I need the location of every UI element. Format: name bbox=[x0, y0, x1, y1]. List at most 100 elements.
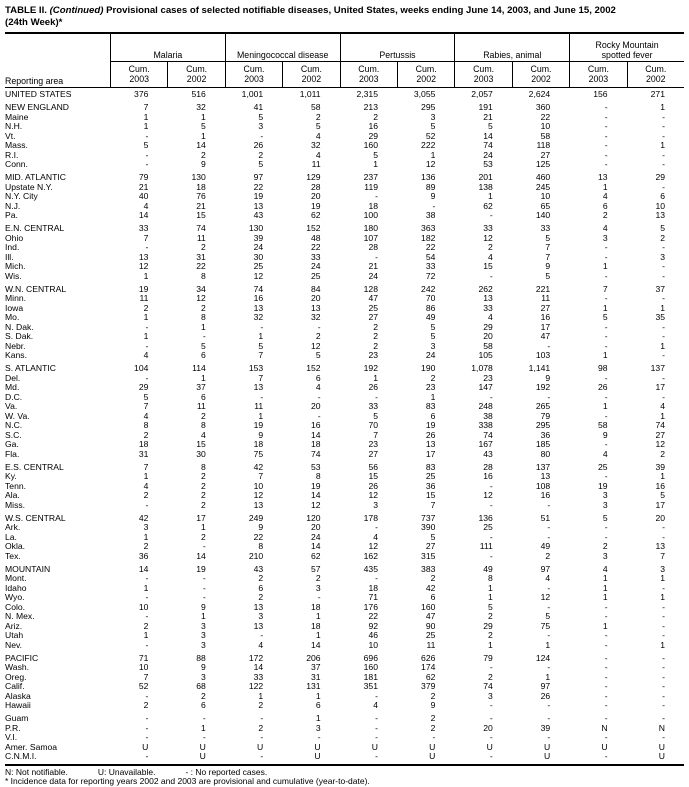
cell-value: 153 bbox=[248, 363, 264, 373]
cell-value: 1,141 bbox=[528, 363, 551, 373]
cell-value: 4 bbox=[143, 410, 149, 421]
cell-value: 14 bbox=[253, 662, 264, 672]
cell-value: 13 bbox=[253, 302, 264, 313]
cell-value: 20 bbox=[483, 331, 493, 341]
cell-value: 56 bbox=[368, 461, 378, 472]
notifiable-diseases-table: Malaria Meningococcal disease Pertussis Rab… bbox=[5, 32, 684, 766]
cell-value: 12 bbox=[425, 159, 436, 169]
cell-value: - bbox=[145, 340, 149, 351]
cell-value: - bbox=[375, 722, 378, 733]
row-label: Guam bbox=[5, 714, 29, 723]
cell-value: 262 bbox=[478, 283, 493, 294]
cell-value: 167 bbox=[478, 439, 493, 449]
cell-value: - bbox=[489, 499, 493, 510]
cell-value: 12 bbox=[138, 261, 149, 271]
cell-value: 3 bbox=[315, 582, 321, 593]
cell-value: 7 bbox=[660, 550, 665, 561]
cell-value: 17 bbox=[196, 512, 206, 523]
cell-value: - bbox=[145, 732, 149, 742]
cell-value: 22 bbox=[253, 531, 264, 542]
cell-value: - bbox=[604, 121, 608, 131]
table-row-mo: Mo. 1 8 32 32 27 49 4 16 5 35 bbox=[5, 312, 684, 323]
cell-value: - bbox=[547, 531, 551, 542]
cell-value: 18 bbox=[311, 439, 321, 449]
cell-value: 1 bbox=[315, 713, 321, 723]
cell-value: 1 bbox=[660, 639, 665, 650]
cell-value: 103 bbox=[535, 350, 551, 360]
cell-value: 516 bbox=[191, 89, 206, 99]
cell-value: 72 bbox=[425, 270, 436, 281]
cell-value: 9 bbox=[602, 429, 608, 440]
table-row-pa: Pa. 14 15 43 62 100 38 - 140 2 13 bbox=[5, 210, 684, 221]
cell-value: 6 bbox=[201, 391, 206, 402]
cell-value: 11 bbox=[311, 159, 321, 169]
row-label: Maine bbox=[5, 112, 29, 122]
cell-value: 2 bbox=[201, 471, 206, 481]
cell-value: 23 bbox=[368, 350, 378, 360]
cell-value: 32 bbox=[253, 312, 264, 322]
cell-value: 3 bbox=[660, 563, 665, 574]
cell-value: 1 bbox=[258, 410, 264, 421]
cell-value: 19 bbox=[311, 480, 321, 491]
table-row-pacific: PACIFIC 71 88 172 206 696 626 79 124 - - bbox=[5, 652, 684, 664]
cell-value: 13 bbox=[253, 499, 264, 510]
cell-value: 49 bbox=[483, 563, 493, 574]
column-group-pertussis: Pertussis bbox=[339, 34, 455, 62]
cell-value: 2 bbox=[545, 550, 551, 561]
cell-value: - bbox=[662, 261, 665, 271]
cell-value: - bbox=[489, 732, 493, 742]
cell-value: 2 bbox=[258, 722, 264, 733]
row-label: R.I. bbox=[5, 150, 19, 160]
cell-value: - bbox=[662, 652, 665, 663]
row-label: S.C. bbox=[5, 430, 22, 440]
cell-value: 2,315 bbox=[356, 89, 378, 99]
cell-value: - bbox=[317, 410, 321, 421]
cell-value: 11 bbox=[541, 293, 551, 303]
cell-value: 6 bbox=[201, 350, 206, 360]
cell-value: 4 bbox=[660, 401, 665, 411]
cell-value: 37 bbox=[196, 382, 206, 392]
cell-value: 120 bbox=[306, 512, 321, 523]
cell-value: - bbox=[604, 671, 608, 682]
cell-value: 129 bbox=[306, 172, 321, 182]
cell-value: 7 bbox=[545, 251, 551, 262]
cell-value: - bbox=[662, 159, 665, 169]
cell-value: 12 bbox=[253, 270, 264, 281]
cell-value: 25 bbox=[425, 630, 436, 640]
cell-value: 1 bbox=[201, 522, 206, 532]
cell-value: - bbox=[547, 630, 551, 640]
cell-value: 17 bbox=[655, 499, 665, 510]
cell-value: 100 bbox=[363, 210, 378, 220]
footnotes: N: Not notifiable. U: Unavailable. - : No … bbox=[5, 766, 684, 787]
cell-value: 16 bbox=[311, 420, 321, 430]
cell-value: 9 bbox=[258, 522, 264, 532]
cell-value: 140 bbox=[535, 210, 551, 220]
cell-value: 6 bbox=[430, 592, 436, 602]
row-label: Ga. bbox=[5, 440, 19, 449]
cell-value: - bbox=[202, 582, 206, 593]
cell-value: 1 bbox=[258, 331, 264, 341]
cell-value: 9 bbox=[201, 601, 206, 612]
cell-value: 28 bbox=[368, 242, 378, 252]
row-label: Nev. bbox=[5, 640, 23, 650]
cell-value: 12 bbox=[368, 541, 378, 551]
cell-value: 4 bbox=[258, 639, 264, 650]
cell-value: - bbox=[145, 321, 149, 332]
cell-value: 4 bbox=[201, 429, 206, 440]
cell-value: 53 bbox=[311, 461, 321, 472]
cell-value: 86 bbox=[425, 302, 436, 313]
cell-value: 1 bbox=[258, 690, 264, 701]
reporting-area-spacer bbox=[5, 34, 110, 62]
cell-value: 10 bbox=[540, 121, 551, 131]
cell-value: 74 bbox=[311, 448, 321, 459]
cell-value: - bbox=[145, 592, 149, 602]
table-row-idaho: Idaho 1 - 6 3 18 42 1 - 1 - bbox=[5, 582, 684, 594]
cell-value: 5 bbox=[660, 490, 665, 500]
cell-value: 1 bbox=[201, 722, 206, 733]
cell-value: 13 bbox=[253, 382, 264, 392]
cell-value: - bbox=[604, 391, 608, 402]
table-title-continued: (Continued) bbox=[49, 5, 104, 16]
table-row-wash: Wash. 10 9 14 37 160 174 - - - - bbox=[5, 662, 684, 673]
cell-value: - bbox=[604, 149, 608, 160]
cell-value: 29 bbox=[368, 130, 378, 141]
